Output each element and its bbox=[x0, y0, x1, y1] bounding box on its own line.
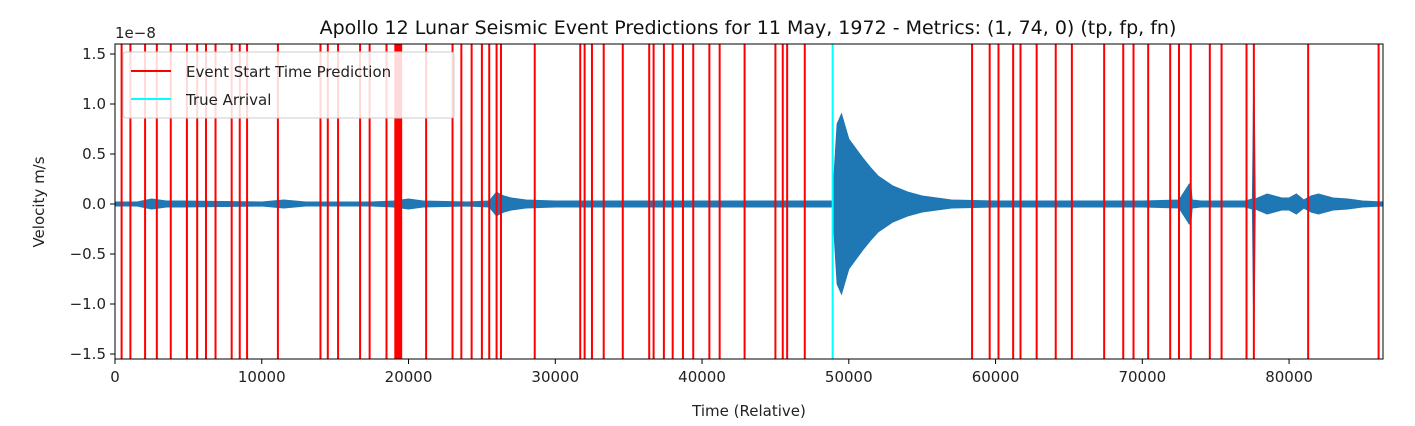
x-axis-title: Time (Relative) bbox=[691, 402, 806, 420]
y-tick-label: 0.0 bbox=[82, 195, 106, 213]
x-tick-label: 70000 bbox=[1118, 368, 1166, 386]
x-tick-label: 40000 bbox=[678, 368, 726, 386]
x-tick-label: 0 bbox=[110, 368, 120, 386]
y-axis-title: Velocity m/s bbox=[30, 156, 48, 247]
y-tick-label: −0.5 bbox=[70, 245, 106, 263]
x-tick-label: 10000 bbox=[238, 368, 286, 386]
x-tick-label: 60000 bbox=[972, 368, 1020, 386]
y-axis: −1.5 −1.0 −0.5 0.0 0.5 1.0 1.5 bbox=[70, 45, 115, 363]
chart-title: Apollo 12 Lunar Seismic Event Prediction… bbox=[320, 17, 1177, 39]
y-tick-label: −1.5 bbox=[70, 345, 106, 363]
y-tick-label: −1.0 bbox=[70, 295, 106, 313]
legend-arrival-label: True Arrival bbox=[185, 91, 271, 109]
x-tick-label: 20000 bbox=[385, 368, 433, 386]
y-tick-label: 1.5 bbox=[82, 45, 106, 63]
y-tick-label: 0.5 bbox=[82, 145, 106, 163]
legend-prediction-label: Event Start Time Prediction bbox=[186, 63, 391, 81]
x-tick-label: 80000 bbox=[1265, 368, 1313, 386]
x-tick-label: 50000 bbox=[825, 368, 873, 386]
y-tick-label: 1.0 bbox=[82, 95, 106, 113]
plot-frame bbox=[114, 43, 1384, 360]
legend-box bbox=[122, 51, 455, 119]
x-tick-label: 30000 bbox=[531, 368, 579, 386]
legend: Event Start Time Prediction True Arrival bbox=[122, 51, 455, 119]
x-axis: 0 10000 20000 30000 40000 50000 60000 70000 8000… bbox=[110, 359, 1313, 386]
y-offset-label: 1e−8 bbox=[115, 24, 156, 42]
